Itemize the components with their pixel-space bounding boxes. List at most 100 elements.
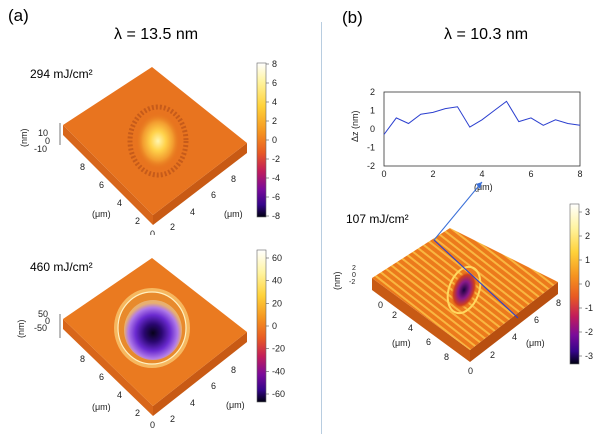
profile-y-axis-label: Δz (nm) bbox=[350, 110, 360, 142]
colorbar-tick-label: 6 bbox=[272, 78, 277, 88]
profile-y-tick: 1 bbox=[370, 106, 375, 116]
z-tick: 0 bbox=[45, 136, 50, 146]
z-tick: 0 bbox=[352, 272, 356, 279]
colorbar-tick-label: 0 bbox=[585, 279, 590, 289]
surface-side-right bbox=[153, 143, 247, 225]
profile-y-tick: 2 bbox=[370, 87, 375, 97]
colorbar-tick-label: -6 bbox=[272, 192, 280, 202]
x-axis-label: (μm) bbox=[526, 338, 545, 348]
x-tick: 2 bbox=[170, 414, 175, 424]
x-tick: 4 bbox=[190, 398, 195, 408]
y-tick: 8 bbox=[80, 162, 85, 172]
x-axis-label: (μm) bbox=[226, 400, 245, 410]
profile-y-tick: 0 bbox=[370, 124, 375, 134]
colorbar-tick-label: 20 bbox=[272, 298, 282, 308]
panel-divider bbox=[321, 22, 322, 434]
y-tick: 0 bbox=[150, 229, 155, 235]
crater-pit bbox=[124, 300, 182, 360]
x-tick: 8 bbox=[231, 365, 236, 375]
fluence-label-294: 294 mJ/cm² bbox=[30, 67, 93, 81]
surface-plot-107: 2 0 -2 (nm) 0 2 4 6 8 (μm) 0 2 4 6 8 (μm… bbox=[332, 181, 593, 376]
colorbar-294 bbox=[256, 62, 267, 218]
surface-plot-294: 10 0 -10 (nm) 8 6 4 2 0 (μm) 2 4 6 8 (μm… bbox=[19, 59, 280, 235]
y-tick: 2 bbox=[392, 310, 397, 320]
profile-x-tick: 8 bbox=[577, 169, 582, 179]
colorbar-tick-label: 2 bbox=[272, 116, 277, 126]
y-axis-label: (μm) bbox=[92, 209, 111, 219]
y-tick: 0 bbox=[150, 420, 155, 430]
y-tick: 2 bbox=[135, 408, 140, 418]
height-profile-chart: 2 1 0 -1 -2 0 2 4 6 8 Δz (nm) (μm) bbox=[350, 87, 583, 192]
panel-a-label: (a) bbox=[8, 6, 29, 25]
y-axis-label: (μm) bbox=[392, 338, 411, 348]
colorbar-tick-label: -1 bbox=[585, 303, 593, 313]
profile-arrow bbox=[433, 181, 483, 241]
x-axis-label: (μm) bbox=[224, 209, 243, 219]
panel-b-wavelength: λ = 10.3 nm bbox=[444, 26, 529, 43]
colorbar-tick-label: 2 bbox=[585, 231, 590, 241]
y-tick: 6 bbox=[426, 337, 431, 347]
x-tick: 6 bbox=[211, 190, 216, 200]
surface-side-left bbox=[63, 125, 153, 225]
colorbar-tick-label: 60 bbox=[272, 253, 282, 263]
profile-x-tick: 0 bbox=[381, 169, 386, 179]
panel-b-label: (b) bbox=[342, 8, 363, 27]
z-tick: -10 bbox=[34, 144, 47, 154]
y-axis-label: (μm) bbox=[92, 402, 111, 412]
x-tick: 0 bbox=[468, 366, 473, 376]
central-bump bbox=[136, 113, 180, 169]
colorbar-107 bbox=[569, 203, 580, 365]
profile-frame bbox=[383, 91, 581, 167]
z-axis-label: (nm) bbox=[332, 272, 342, 291]
x-tick: 6 bbox=[534, 315, 539, 325]
profile-x-tick: 6 bbox=[528, 169, 533, 179]
profile-x-tick: 4 bbox=[479, 169, 484, 179]
y-tick: 6 bbox=[99, 180, 104, 190]
colorbar-tick-label: -20 bbox=[272, 344, 285, 354]
colorbar-tick-label: -3 bbox=[585, 351, 593, 361]
profile-y-tick: -1 bbox=[367, 143, 375, 153]
colorbar-tick-label: 3 bbox=[585, 207, 590, 217]
profile-x-axis-label: (μm) bbox=[474, 182, 493, 192]
fluence-label-460: 460 mJ/cm² bbox=[30, 260, 93, 274]
z-axis-label: (nm) bbox=[16, 320, 26, 339]
y-tick: 8 bbox=[80, 354, 85, 364]
crater-pit bbox=[450, 270, 478, 310]
x-tick: 4 bbox=[512, 332, 517, 342]
x-tick: 2 bbox=[170, 222, 175, 232]
colorbar-tick-label: -40 bbox=[272, 366, 285, 376]
colorbar-tick-label: -2 bbox=[272, 154, 280, 164]
z-tick: -2 bbox=[349, 279, 355, 286]
fluence-label-107: 107 mJ/cm² bbox=[346, 212, 409, 226]
colorbar-tick-label: -2 bbox=[585, 327, 593, 337]
x-tick: 4 bbox=[190, 207, 195, 217]
colorbar-tick-label: 1 bbox=[585, 255, 590, 265]
profile-cut-line bbox=[433, 239, 519, 319]
z-tick: -50 bbox=[34, 323, 47, 333]
y-tick: 6 bbox=[99, 372, 104, 382]
colorbar-tick-label: 40 bbox=[272, 276, 282, 286]
colorbar-tick-label: 8 bbox=[272, 59, 277, 69]
z-tick: 50 bbox=[38, 309, 48, 319]
y-tick: 4 bbox=[117, 390, 122, 400]
z-tick: 0 bbox=[45, 316, 50, 326]
x-tick: 2 bbox=[490, 350, 495, 360]
surface-plot-460: 50 0 -50 (nm) 8 6 4 2 0 (μm) 2 4 6 8 (μm… bbox=[16, 249, 285, 430]
z-tick: 2 bbox=[352, 265, 356, 272]
colorbar-tick-label: -8 bbox=[272, 211, 280, 221]
colorbar-tick-label: -60 bbox=[272, 389, 285, 399]
x-tick: 6 bbox=[211, 381, 216, 391]
x-tick: 8 bbox=[231, 174, 236, 184]
x-tick: 8 bbox=[556, 298, 561, 308]
profile-y-tick: -2 bbox=[367, 161, 375, 171]
y-tick: 8 bbox=[444, 352, 449, 362]
y-tick: 4 bbox=[408, 323, 413, 333]
profile-series-line bbox=[383, 100, 581, 135]
panel-a-wavelength: λ = 13.5 nm bbox=[114, 26, 199, 43]
colorbar-tick-label: -4 bbox=[272, 173, 280, 183]
colorbar-tick-label: 4 bbox=[272, 97, 277, 107]
colorbar-460 bbox=[256, 249, 267, 403]
z-tick: 10 bbox=[38, 128, 48, 138]
crater-rim bbox=[127, 104, 189, 178]
y-tick: 0 bbox=[378, 300, 383, 310]
